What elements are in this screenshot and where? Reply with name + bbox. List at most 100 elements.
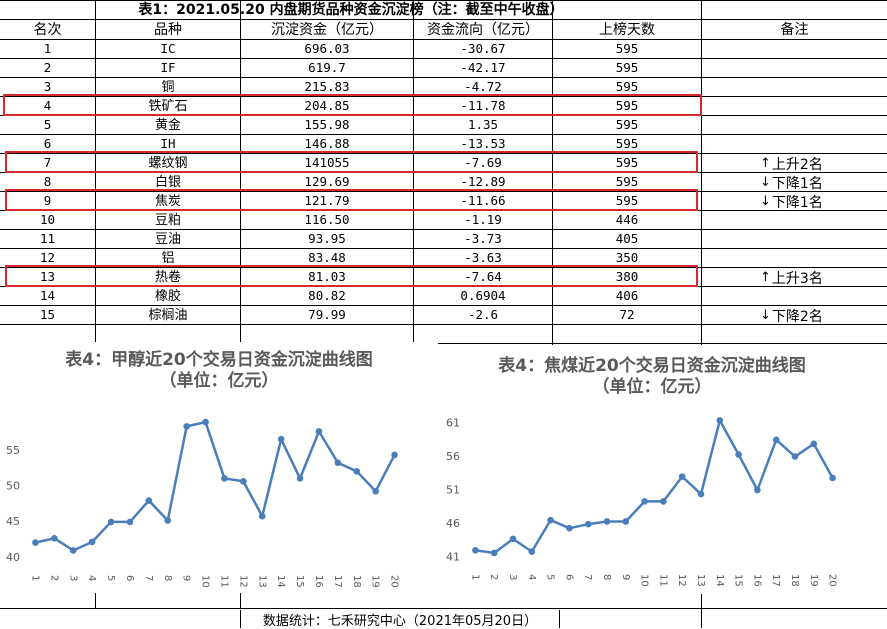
rank-cell: 14 (39, 288, 56, 304)
data-point (509, 535, 517, 543)
note-text: 下降1名 (771, 175, 823, 192)
data-point (584, 520, 592, 528)
x-tick-label: 20 (827, 574, 838, 587)
header-rank: 名次 (33, 21, 62, 38)
row-line (0, 191, 887, 192)
amount-cell: 83.48 (308, 250, 346, 266)
series-line (475, 419, 834, 555)
data-point (32, 539, 39, 546)
data-point (258, 512, 266, 520)
row-line (0, 77, 887, 78)
rank-cell: 12 (39, 250, 56, 266)
variety-cell: 铁矿石 (148, 99, 188, 114)
variety-cell: IC (160, 41, 176, 57)
y-tick-label: 50 (6, 480, 20, 493)
footer-source: 数据统计：七禾研究中心（2021年05月20日） (240, 610, 560, 629)
amount-cell: 141055 (304, 155, 350, 171)
x-tick-label: 12 (237, 575, 248, 588)
x-tick-label: 15 (294, 575, 305, 588)
data-point (829, 474, 836, 482)
x-tick-label: 8 (162, 575, 173, 581)
data-point (145, 497, 153, 504)
variety-cell: 焦炭 (154, 194, 181, 209)
y-tick-label: 40 (6, 551, 20, 564)
data-point (772, 436, 780, 444)
header-flow: 资金流向（亿元） (427, 21, 539, 38)
arrow-down-icon: ↓ (760, 175, 771, 190)
note-cell: ↓ 下降1名 (760, 173, 823, 192)
highlight-box (3, 94, 702, 116)
flow-cell: 0.6904 (460, 288, 506, 304)
row-line (0, 153, 887, 154)
y-tick-label: 46 (446, 517, 460, 530)
variety-cell: 橡胶 (154, 289, 181, 304)
x-tick-label: 14 (714, 574, 725, 587)
amount-cell: 619.7 (308, 60, 346, 76)
amount-cell: 79.99 (308, 307, 346, 323)
data-point (277, 435, 285, 443)
data-point (716, 417, 724, 424)
x-tick-label: 2 (488, 574, 499, 580)
rank-cell: 1 (43, 41, 52, 57)
days-cell: 350 (615, 250, 639, 266)
x-tick-label: 3 (507, 574, 518, 580)
rank-cell: 4 (43, 98, 52, 114)
methanol-chart-title: 表4：甲醇近20个交易日资金沉淀曲线图 （单位：亿元） (0, 350, 438, 393)
data-point (334, 459, 342, 467)
rank-cell: 10 (39, 212, 56, 228)
data-point (51, 535, 58, 542)
row-line (0, 58, 887, 59)
data-point (372, 487, 379, 495)
data-point (660, 498, 667, 505)
amount-cell: 696.03 (304, 41, 350, 57)
x-tick-label: 7 (143, 575, 154, 581)
y-tick-label: 45 (6, 515, 20, 528)
data-point (107, 518, 115, 526)
methanol-chart: 表4：甲醇近20个交易日资金沉淀曲线图 （单位：亿元） 40 45 50 55 1 2 3 4… (0, 342, 438, 593)
data-point (528, 548, 536, 555)
x-tick-label: 14 (275, 575, 286, 588)
data-point (791, 453, 799, 460)
y-tick-label: 51 (446, 483, 460, 496)
variety-cell: IH (160, 136, 176, 152)
days-cell: 72 (619, 307, 635, 323)
amount-cell: 204.85 (304, 98, 350, 114)
row-line (0, 0, 887, 1)
x-tick-label: 1 (469, 574, 480, 580)
x-tick-label: 8 (601, 574, 612, 580)
row-line (0, 134, 887, 135)
data-point (547, 516, 554, 524)
flow-cell: -3.73 (464, 231, 502, 247)
note-cell: ↓ 下降1名 (760, 192, 823, 211)
coking-coal-chart-title-line: 表4：焦煤近20个交易日资金沉淀曲线图 (498, 356, 806, 376)
x-tick-label: 18 (351, 575, 362, 588)
data-point (240, 477, 247, 485)
row-line (0, 267, 887, 268)
highlight-box (5, 189, 698, 211)
days-cell: 595 (615, 174, 639, 190)
data-point (296, 475, 304, 482)
highlight-box (5, 265, 698, 287)
data-point (88, 538, 96, 546)
x-tick-label: 11 (218, 575, 229, 588)
flow-cell: -13.53 (460, 136, 506, 152)
x-tick-label: 12 (676, 574, 687, 587)
row-line (0, 305, 887, 306)
y-tick-label: 55 (6, 444, 20, 457)
arrow-up-icon: ↑ (760, 156, 771, 171)
x-tick-label: 1 (29, 575, 40, 581)
amount-cell: 146.88 (304, 136, 350, 152)
note-text: 下降2名 (771, 308, 823, 325)
header-amount: 沉淀资金（亿元） (271, 21, 383, 38)
header-days: 上榜天数 (599, 21, 655, 38)
data-point (697, 490, 705, 498)
data-point (183, 423, 190, 430)
row-line (0, 19, 887, 20)
days-cell: 446 (615, 212, 639, 228)
x-tick-label: 19 (808, 574, 819, 587)
methanol-chart-title-line: 表4：甲醇近20个交易日资金沉淀曲线图 (65, 350, 373, 370)
x-tick-label: 13 (695, 574, 706, 587)
data-point (221, 475, 228, 482)
note-text: 上升2名 (771, 156, 823, 173)
row-line (0, 343, 887, 344)
